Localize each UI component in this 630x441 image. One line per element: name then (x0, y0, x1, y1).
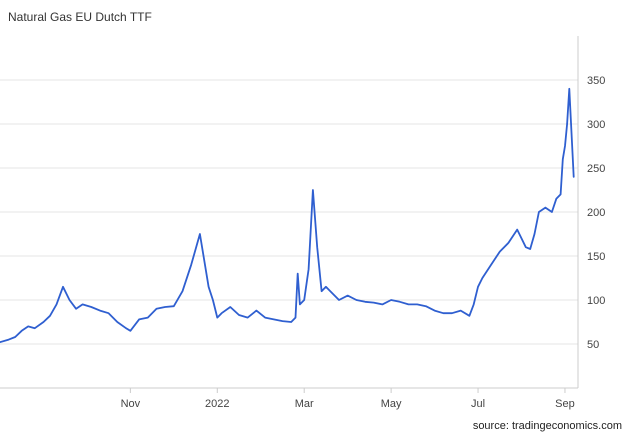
x-tick-label: May (381, 398, 402, 410)
x-tick-label: Sep (555, 398, 575, 410)
x-tick-label: 2022 (205, 398, 229, 410)
x-tick-label: Nov (121, 398, 141, 410)
source-credit: source: tradingeconomics.com (472, 420, 622, 432)
x-tick-label: Mar (295, 398, 314, 410)
y-tick-label: 350 (587, 75, 605, 87)
series-line (0, 87, 575, 344)
y-tick-label: 150 (587, 251, 605, 263)
y-tick-label: 250 (587, 163, 605, 175)
y-tick-label: 300 (587, 119, 605, 131)
y-tick-label: 100 (587, 295, 605, 307)
chart-title: Natural Gas EU Dutch TTF (8, 10, 152, 24)
y-tick-label: 50 (587, 339, 599, 351)
y-tick-label: 200 (587, 207, 605, 219)
x-tick-label: Jul (471, 398, 485, 410)
